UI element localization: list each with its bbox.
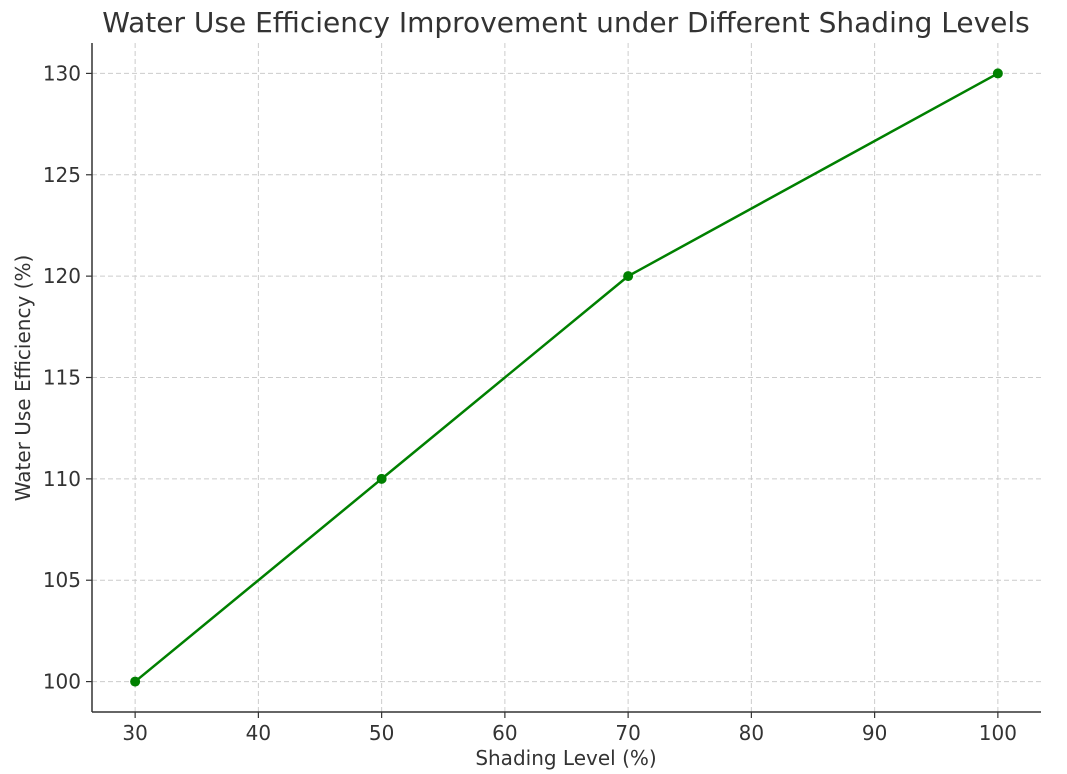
x-tick-label: 40 xyxy=(246,721,271,745)
series xyxy=(130,68,1003,687)
x-tick-label: 100 xyxy=(979,721,1017,745)
x-tick-label: 80 xyxy=(739,721,764,745)
y-tick-label: 125 xyxy=(43,163,81,187)
data-point xyxy=(992,68,1003,79)
x-tick-label: 70 xyxy=(615,721,640,745)
x-axis-label: Shading Level (%) xyxy=(475,746,656,770)
y-tick-label: 130 xyxy=(43,61,81,85)
y-tick-label: 110 xyxy=(43,467,81,491)
grid xyxy=(92,43,1041,712)
x-tick-label: 60 xyxy=(492,721,517,745)
series-line xyxy=(134,72,999,683)
chart-title: Water Use Efficiency Improvement under D… xyxy=(102,6,1030,39)
x-tick-label: 50 xyxy=(369,721,394,745)
x-tick-label: 90 xyxy=(862,721,887,745)
x-tick-label: 30 xyxy=(122,721,147,745)
data-point xyxy=(130,676,141,687)
y-tick-label: 100 xyxy=(43,670,81,694)
y-tick-label: 105 xyxy=(43,568,81,592)
y-tick-label: 115 xyxy=(43,366,81,390)
data-point xyxy=(376,473,387,484)
ticks: 30 40 50 60 70 80 90 100 100 105 110 115 120 125 130 xyxy=(43,61,1017,745)
y-axis-label: Water Use Efficiency (%) xyxy=(11,255,35,502)
y-tick-label: 120 xyxy=(43,264,81,288)
data-point xyxy=(623,271,634,282)
